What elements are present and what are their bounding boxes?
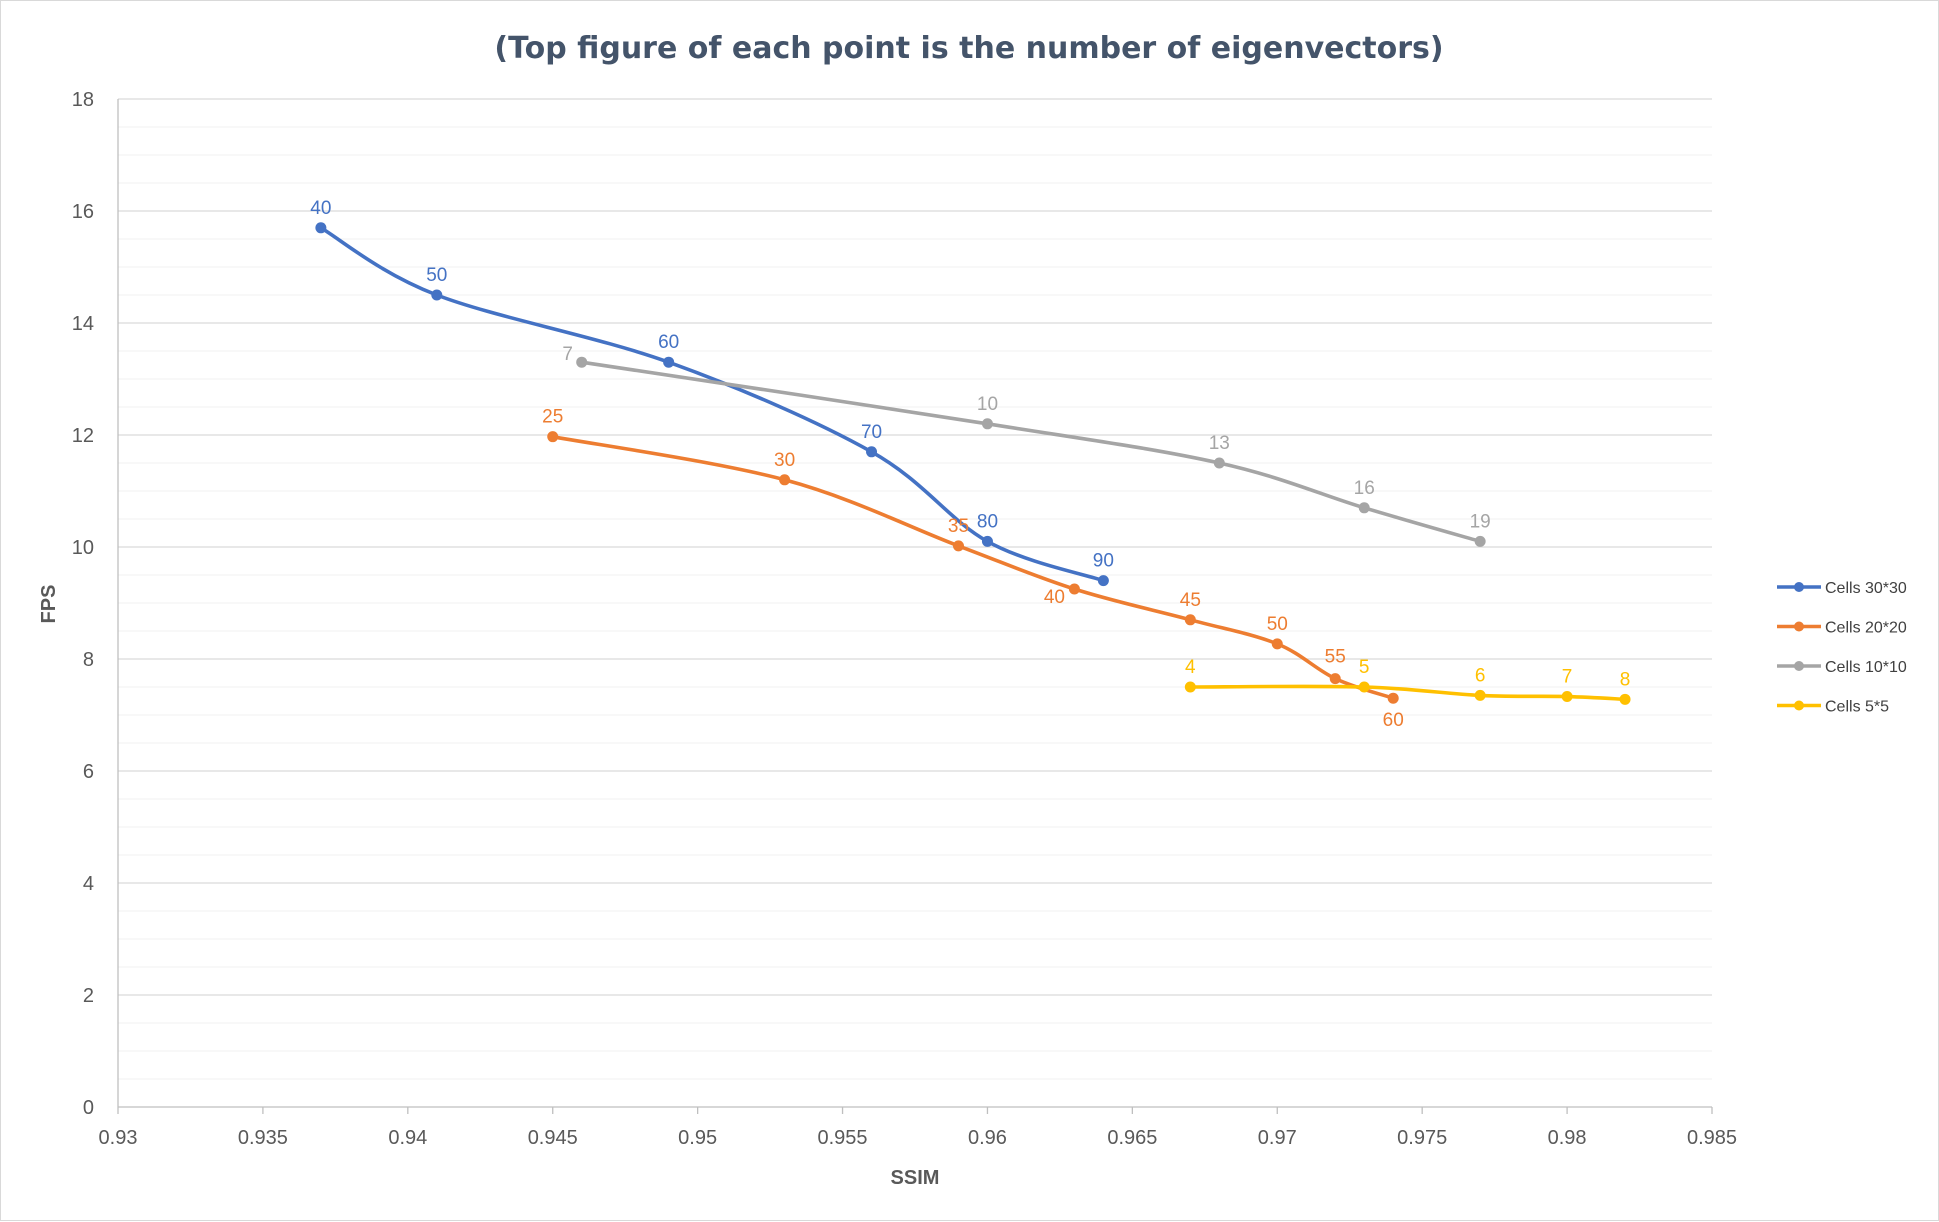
- data-point: [315, 222, 327, 234]
- data-label: 40: [310, 198, 331, 219]
- legend-swatch-marker: [1794, 661, 1804, 671]
- x-tick-label: 0.935: [238, 1127, 288, 1149]
- legend-label: Cells 5*5: [1825, 699, 1889, 716]
- data-point: [431, 289, 443, 301]
- data-point: [1068, 583, 1080, 595]
- data-point: [952, 540, 964, 552]
- data-point: [1329, 673, 1341, 685]
- data-point: [866, 446, 878, 458]
- y-tick-label: 6: [83, 761, 94, 783]
- x-tick-label: 0.96: [968, 1127, 1007, 1149]
- data-point: [779, 474, 791, 486]
- data-label: 30: [774, 450, 795, 471]
- data-point: [981, 418, 993, 430]
- data-point: [1387, 692, 1399, 704]
- data-label: 13: [1209, 433, 1230, 454]
- data-label: 8: [1620, 669, 1631, 690]
- y-tick-label: 16: [72, 201, 94, 223]
- data-label: 35: [948, 516, 969, 537]
- axes: 0 2 4 6 8 10 12 14 16 18 0.93 0.935 0.94 0.945 0.95 0.9…: [72, 89, 1737, 1149]
- y-tick-label: 2: [83, 985, 94, 1007]
- y-tick-label: 8: [83, 649, 94, 671]
- x-tick-label: 0.955: [818, 1127, 868, 1149]
- data-label: 50: [426, 265, 447, 286]
- legend-label: Cells 10*10: [1825, 659, 1907, 676]
- data-point: [1097, 575, 1109, 587]
- data-point: [1358, 681, 1370, 693]
- x-tick-label: 0.965: [1107, 1127, 1157, 1149]
- data-label: 4: [1185, 657, 1196, 678]
- x-tick-label: 0.985: [1687, 1127, 1737, 1149]
- y-tick-label: 12: [72, 425, 94, 447]
- legend-swatch-marker: [1794, 621, 1804, 632]
- x-tick-label: 0.97: [1258, 1127, 1297, 1149]
- data-label: 55: [1325, 647, 1346, 668]
- legend-item-cells-20-20: Cells 20*20: [1777, 620, 1907, 637]
- data-label: 25: [542, 407, 563, 428]
- series-line: [1188, 684, 1627, 702]
- data-point: [1184, 681, 1196, 693]
- x-axis-title: SSIM: [891, 1167, 940, 1189]
- chart-title: (Top figure of each point is the number …: [494, 31, 1443, 66]
- data-point: [1474, 535, 1486, 547]
- x-tick-label: 0.975: [1397, 1127, 1447, 1149]
- data-point: [1561, 691, 1573, 703]
- data-label: 40: [1044, 587, 1065, 608]
- data-point: [1474, 689, 1486, 701]
- data-point: [576, 356, 588, 368]
- data-label: 7: [562, 344, 573, 365]
- data-label: 45: [1180, 590, 1201, 611]
- x-tick-label: 0.93: [99, 1127, 138, 1149]
- series-line: [579, 360, 1482, 544]
- data-label: 6: [1475, 665, 1486, 686]
- data-point: [1184, 614, 1196, 626]
- legend-swatch-marker: [1794, 582, 1804, 592]
- series-cells-30-30: [315, 222, 1109, 587]
- legend-label: Cells 30*30: [1825, 580, 1907, 597]
- data-label: 90: [1093, 551, 1114, 572]
- data-label: 16: [1354, 478, 1375, 499]
- data-point: [663, 356, 675, 368]
- data-label: 70: [861, 422, 882, 443]
- legend-swatch-marker: [1794, 700, 1804, 711]
- data-point: [1213, 457, 1225, 469]
- data-label: 80: [977, 511, 998, 532]
- series-cells-5-5: [1184, 681, 1631, 705]
- data-point: [1358, 502, 1370, 514]
- y-tick-label: 18: [72, 89, 94, 111]
- series-layer: [315, 222, 1631, 705]
- data-label: 7: [1562, 667, 1573, 688]
- y-tick-label: 14: [72, 313, 94, 335]
- legend-item-cells-10-10: Cells 10*10: [1777, 659, 1907, 676]
- data-label: 19: [1470, 511, 1491, 532]
- legend-item-cells-30-30: Cells 30*30: [1777, 580, 1907, 597]
- y-axis-title: FPS: [38, 585, 60, 624]
- data-point: [1271, 638, 1283, 650]
- x-tick-label: 0.95: [678, 1127, 717, 1149]
- legend-item-cells-5-5: Cells 5*5: [1777, 699, 1889, 716]
- series-cells-20-20: [547, 431, 1399, 704]
- y-tick-label: 0: [83, 1097, 94, 1119]
- data-point: [981, 535, 993, 547]
- data-point: [547, 431, 559, 443]
- data-label: 50: [1267, 614, 1288, 635]
- gridlines: [118, 98, 1712, 1080]
- data-label: 10: [977, 394, 998, 415]
- y-tick-label: 4: [83, 873, 94, 895]
- legend-label: Cells 20*20: [1825, 620, 1907, 637]
- series-cells-10-10: [576, 356, 1486, 547]
- data-label: 60: [1383, 710, 1404, 731]
- x-tick-label: 0.98: [1548, 1127, 1587, 1149]
- data-point: [1619, 693, 1631, 705]
- data-label: 60: [658, 332, 679, 353]
- data-label: 5: [1359, 657, 1370, 678]
- x-tick-label: 0.94: [388, 1127, 427, 1149]
- x-tick-label: 0.945: [528, 1127, 578, 1149]
- legend: Cells 30*30 Cells 20*20 Cells 10*10 Cells 5…: [1777, 580, 1907, 716]
- y-tick-label: 10: [72, 537, 94, 559]
